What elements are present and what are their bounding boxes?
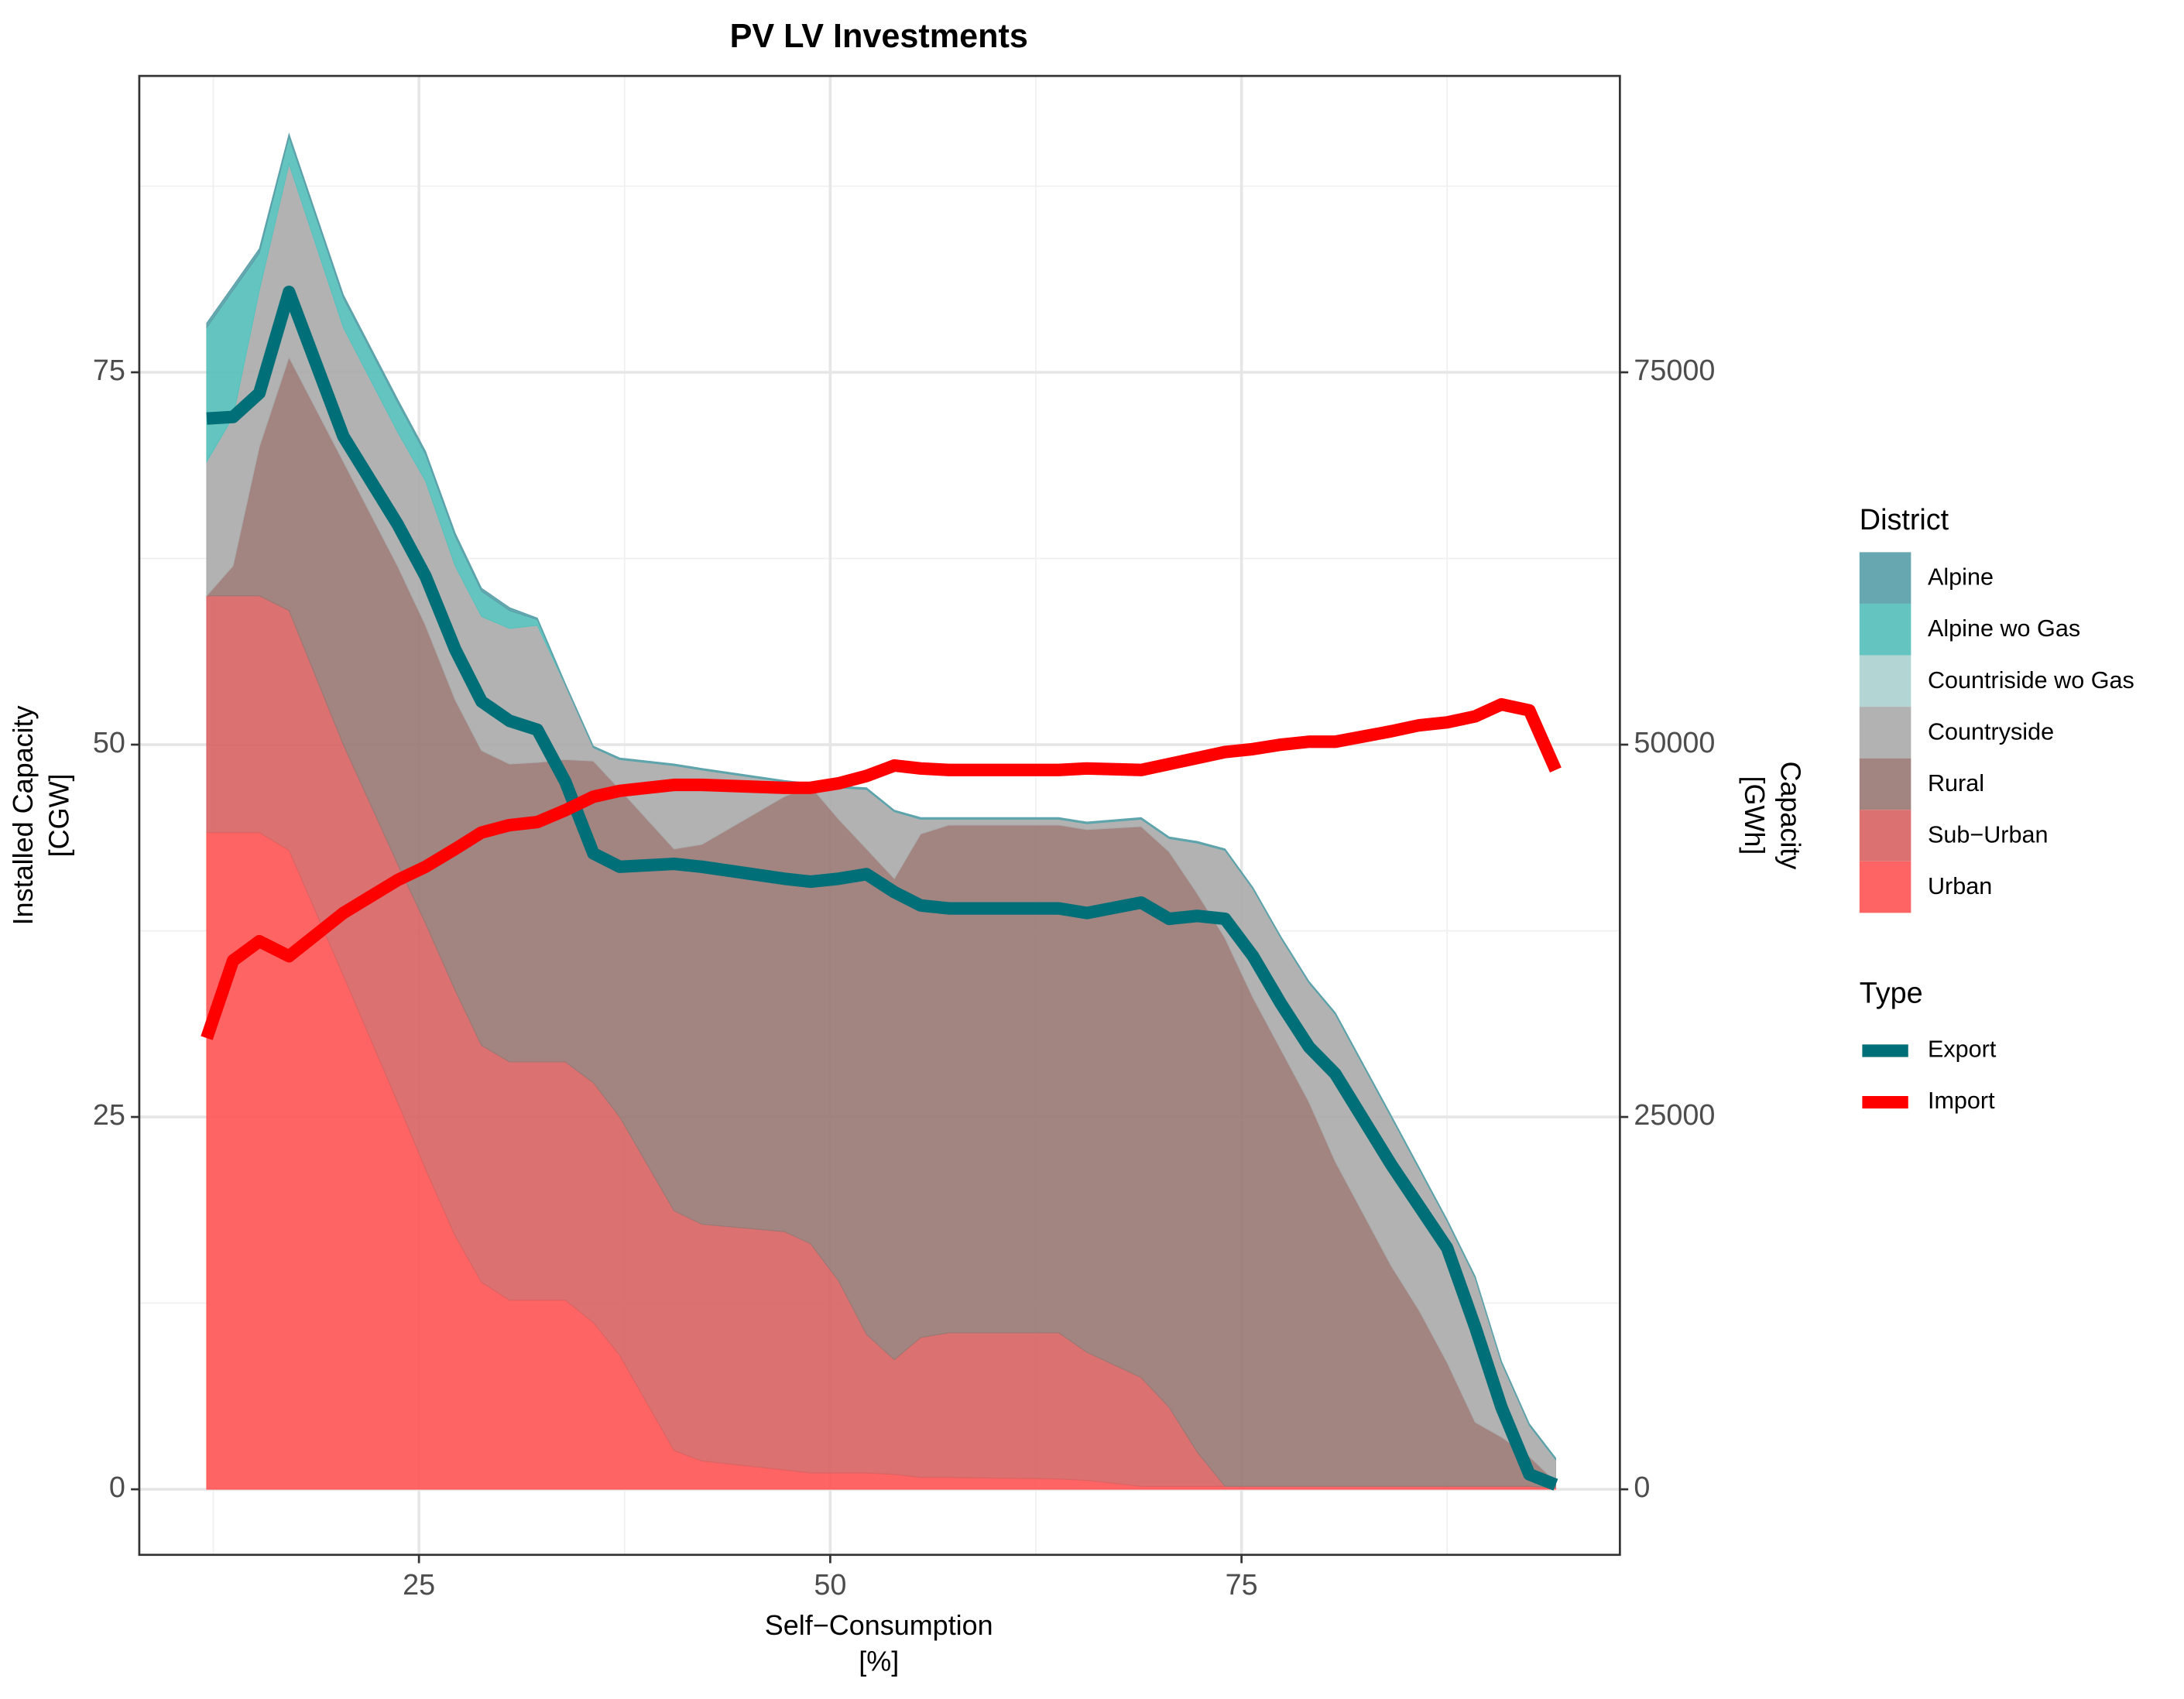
y2-tick-label: 25000 xyxy=(1634,1099,1715,1132)
legend-label: Import xyxy=(1928,1088,1995,1114)
legend-key xyxy=(1859,861,1911,913)
plot-border xyxy=(138,74,1621,1557)
y-axis-title: Installed Capacity xyxy=(7,705,39,925)
y-tick-label: 75 xyxy=(93,355,125,387)
y2-axis-title: Capacity xyxy=(1775,761,1807,869)
y2-tick-label: 50000 xyxy=(1634,727,1715,759)
legend-label: Sub−Urban xyxy=(1928,821,2049,848)
y-tick-label: 25 xyxy=(93,1099,125,1132)
x-tick-label: 75 xyxy=(1226,1569,1258,1601)
legend-label: Export xyxy=(1928,1036,1997,1063)
legend-key xyxy=(1859,810,1911,861)
legend-label: Alpine xyxy=(1928,564,1994,591)
legend-label: Countriside wo Gas xyxy=(1928,667,2134,694)
legend-label: Alpine wo Gas xyxy=(1928,615,2080,642)
legend-label: Urban xyxy=(1928,873,1992,899)
x-tick-label: 25 xyxy=(403,1569,435,1601)
y-axis-title: [CGW] xyxy=(43,773,75,857)
x-tick-label: 50 xyxy=(814,1569,846,1601)
area xyxy=(206,132,1556,1461)
line xyxy=(201,697,1562,1040)
legend-title: District xyxy=(1860,504,1949,536)
legend-key xyxy=(1859,552,1911,604)
legend-key xyxy=(1859,707,1911,759)
x-axis-title: [%] xyxy=(859,1646,899,1677)
x-axis-title: Self−Consumption xyxy=(765,1609,993,1641)
legend-key xyxy=(1859,603,1911,656)
y2-tick-label: 0 xyxy=(1634,1471,1650,1504)
chart-title: PV LV Investments xyxy=(730,18,1028,55)
legend-key xyxy=(1859,758,1911,810)
y2-axis-title: [GWh] xyxy=(1739,776,1771,855)
legend-key xyxy=(1859,655,1911,707)
legend-label: Countryside xyxy=(1928,718,2054,745)
legend-label: Rural xyxy=(1928,770,1984,796)
y2-tick-label: 75000 xyxy=(1634,355,1715,387)
legend-title: Type xyxy=(1860,977,1923,1009)
line xyxy=(206,286,1558,1491)
y-tick-label: 0 xyxy=(109,1471,125,1504)
y-tick-label: 50 xyxy=(93,727,125,759)
